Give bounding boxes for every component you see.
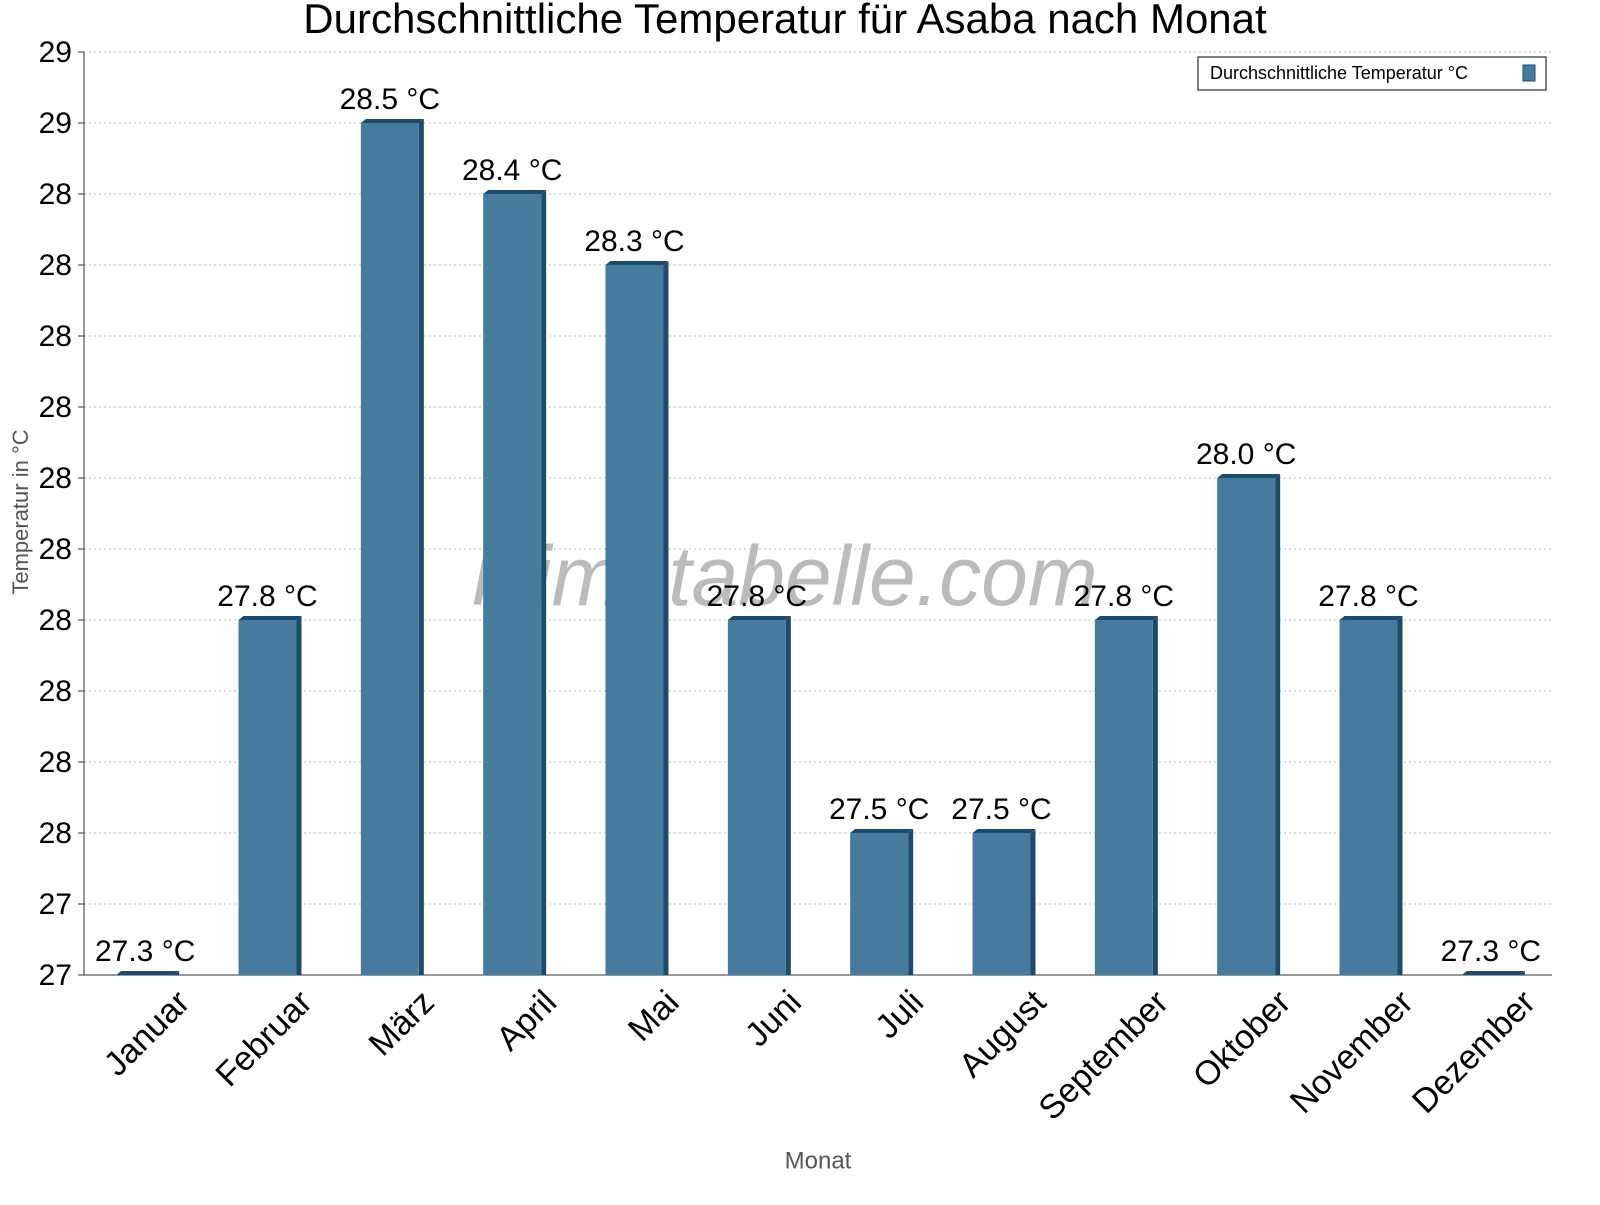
bar-top (1217, 474, 1281, 478)
bar-top (1339, 616, 1403, 620)
y-tick-label: 28 (39, 391, 72, 424)
y-tick-label: 29 (39, 107, 72, 140)
x-tick-label: November (1283, 983, 1421, 1121)
bar-top (360, 119, 424, 123)
bar-side (541, 190, 547, 975)
x-tick-label: Januar (97, 983, 197, 1083)
y-tick-label: 28 (39, 462, 72, 495)
bar-side (1397, 616, 1403, 975)
y-axis-title: Temperatur in °C (8, 429, 33, 594)
y-tick-label: 28 (39, 533, 72, 566)
x-tick-label: Mai (621, 983, 687, 1049)
y-tick-label: 27 (39, 959, 72, 992)
value-label: 27.5 °C (951, 793, 1051, 826)
value-label: 27.8 °C (707, 580, 807, 613)
bar-top (1094, 616, 1158, 620)
x-tick-label: Oktober (1186, 983, 1298, 1095)
value-label: 27.3 °C (1441, 935, 1541, 968)
bar (850, 833, 909, 975)
bar-top (483, 190, 547, 194)
value-label: 28.3 °C (584, 225, 684, 258)
bar (238, 620, 297, 975)
x-tick-label: Juni (738, 983, 809, 1054)
value-label: 27.8 °C (1318, 580, 1418, 613)
y-tick-label: 28 (39, 675, 72, 708)
value-label: 27.3 °C (95, 935, 195, 968)
bar-side (296, 616, 302, 975)
bar-side (418, 119, 424, 975)
bar-top (238, 616, 302, 620)
x-tick-label: September (1031, 983, 1175, 1127)
legend: Durchschnittliche Temperatur °C (1197, 56, 1547, 91)
x-tick-label: Juli (868, 983, 931, 1046)
bar-side (785, 616, 791, 975)
value-label: 28.0 °C (1196, 438, 1296, 471)
bar-top (116, 971, 180, 975)
bar-top (972, 829, 1036, 833)
bar-side (1152, 616, 1158, 975)
legend-box (1197, 56, 1547, 91)
value-label: 27.8 °C (217, 580, 317, 613)
bar (360, 123, 419, 975)
x-tick-label: Februar (208, 983, 319, 1094)
bar (1339, 620, 1398, 975)
bar (483, 194, 542, 975)
bar-top (850, 829, 914, 833)
bar-top (605, 261, 669, 265)
watermark: klimatabelle.com (472, 529, 1098, 623)
bar (1094, 620, 1153, 975)
y-tick-label: 29 (39, 36, 72, 69)
x-tick-label: März (362, 983, 442, 1063)
x-axis-title: Monat (785, 1147, 852, 1174)
bar-side (908, 829, 914, 975)
bar-top (727, 616, 791, 620)
y-tick-label: 28 (39, 817, 72, 850)
x-tick-label: Dezember (1405, 983, 1543, 1121)
bar-side (1030, 829, 1036, 975)
bar (1217, 478, 1276, 975)
y-tick-label: 28 (39, 178, 72, 211)
x-tick-label: April (489, 983, 564, 1058)
y-tick-label: 28 (39, 604, 72, 637)
bar-side (663, 261, 669, 975)
value-label: 28.5 °C (340, 83, 440, 116)
x-tick-label: August (952, 983, 1054, 1085)
legend-label: Durchschnittliche Temperatur °C (1210, 63, 1468, 83)
y-tick-label: 28 (39, 320, 72, 353)
y-tick-label: 28 (39, 746, 72, 779)
value-label: 28.4 °C (462, 154, 562, 187)
bar-top (1461, 971, 1525, 975)
bar (972, 833, 1031, 975)
legend-swatch (1522, 64, 1536, 82)
bar (605, 265, 664, 975)
value-label: 27.8 °C (1074, 580, 1174, 613)
y-tick-label: 28 (39, 249, 72, 282)
y-tick-label: 27 (39, 888, 72, 921)
chart-title: Durchschnittliche Temperatur für Asaba n… (303, 0, 1267, 42)
value-label: 27.5 °C (829, 793, 929, 826)
bar-side (1275, 474, 1281, 975)
bar (727, 620, 786, 975)
